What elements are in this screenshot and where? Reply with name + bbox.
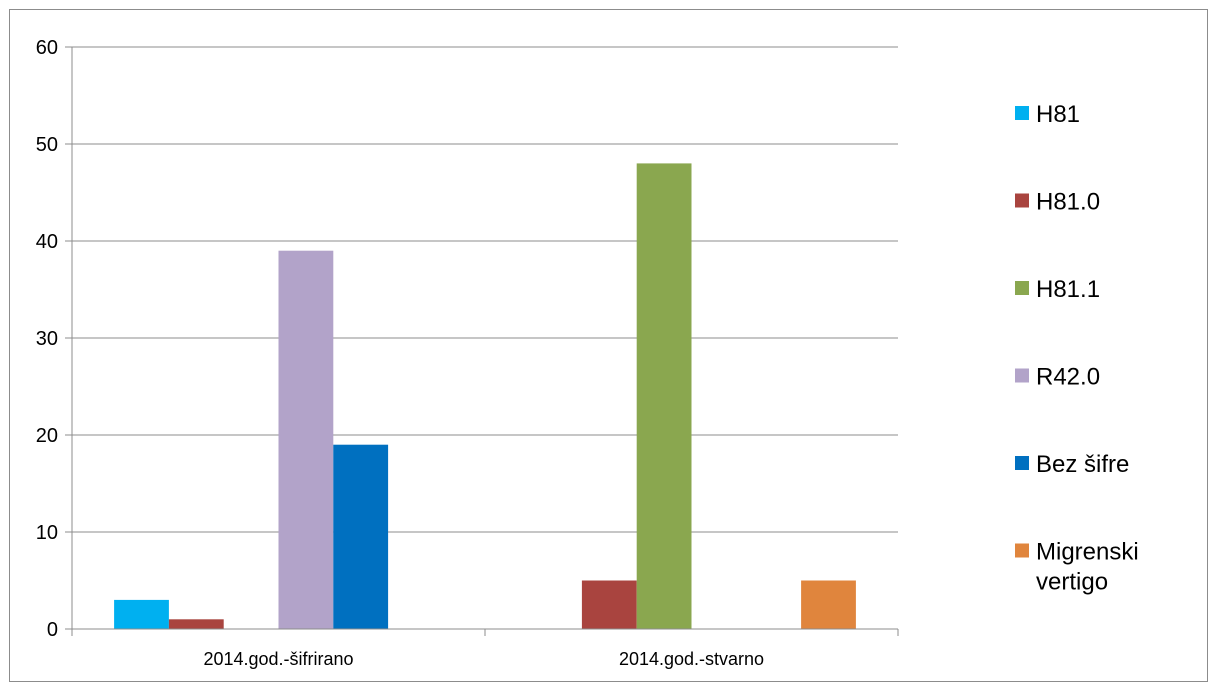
bar <box>636 163 692 629</box>
bar <box>278 250 334 629</box>
bar <box>581 580 637 629</box>
legend: H81 H81.0 H81.1 R42.0 Bez šifre Migrenski vert… <box>1015 101 1139 596</box>
y-tick-label: 10 <box>36 522 58 544</box>
bar <box>168 619 224 629</box>
legend-swatch <box>1015 193 1029 208</box>
bar <box>114 599 169 629</box>
y-tick-labels: 0 10 20 30 40 50 60 <box>36 37 58 641</box>
legend-swatch <box>1015 368 1029 383</box>
axes <box>65 46 899 636</box>
legend-label: H81.0 <box>1036 189 1100 216</box>
category-labels: 2014.god.-šifrirano 2014.god.-stvarno <box>203 649 764 669</box>
y-tick-label: 20 <box>36 425 58 447</box>
chart-frame <box>9 9 1208 682</box>
legend-label: Bez šifre <box>1036 451 1129 478</box>
x-category-label: 2014.god.-stvarno <box>619 649 764 669</box>
y-tick-label: 0 <box>47 619 58 641</box>
bar <box>801 580 856 629</box>
legend-label: R42.0 <box>1036 364 1100 391</box>
legend-swatch <box>1015 543 1029 558</box>
legend-swatch <box>1015 106 1029 120</box>
y-tick-label: 40 <box>36 231 58 253</box>
legend-swatch <box>1015 281 1029 295</box>
legend-label: H81 <box>1036 101 1080 128</box>
gridlines <box>72 46 898 533</box>
legend-label: H81.1 <box>1036 276 1100 303</box>
bar <box>333 444 389 629</box>
y-tick-label: 50 <box>36 134 58 156</box>
x-category-label: 2014.god.-šifrirano <box>203 649 353 669</box>
legend-swatch <box>1015 456 1029 470</box>
bars <box>114 163 856 629</box>
legend-label: Migrenski vertigo <box>1036 539 1139 596</box>
y-tick-label: 60 <box>36 37 58 59</box>
y-tick-label: 30 <box>36 328 58 350</box>
